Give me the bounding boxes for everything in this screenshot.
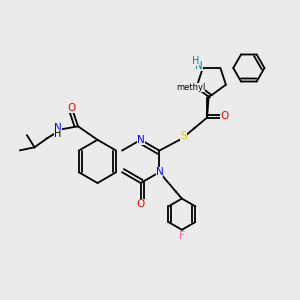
Text: H: H	[54, 129, 61, 139]
Text: methyl: methyl	[176, 82, 206, 91]
Text: H: H	[192, 56, 199, 66]
Text: S: S	[180, 130, 187, 141]
Text: F: F	[179, 231, 185, 241]
Text: N: N	[137, 135, 145, 145]
Text: N: N	[195, 61, 203, 70]
Text: O: O	[220, 111, 229, 121]
Text: O: O	[68, 103, 76, 113]
Text: N: N	[54, 123, 62, 133]
Text: O: O	[136, 199, 145, 209]
Text: N: N	[155, 167, 163, 177]
